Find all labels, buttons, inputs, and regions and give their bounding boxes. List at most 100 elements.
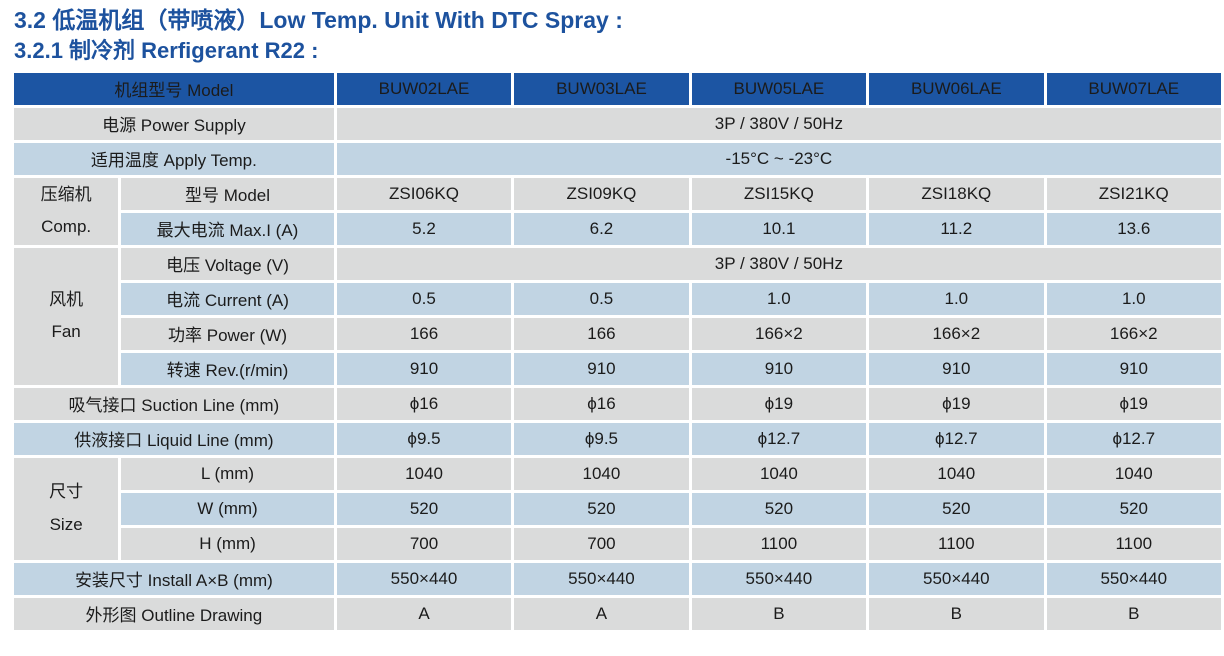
row-label: 电压 Voltage (V) — [121, 247, 334, 280]
data-cell: 550×440 — [1046, 562, 1221, 595]
data-cell: 6.2 — [514, 212, 689, 245]
section-title: 3.2 低温机组（带喷液）Low Temp. Unit With DTC Spr… — [14, 7, 623, 33]
header-model-column: BUW07LAE — [1046, 72, 1221, 105]
data-cell: A — [336, 597, 512, 630]
data-cell: 550×440 — [336, 562, 512, 595]
row-apply-temp: 适用温度 Apply Temp. -15°C ~ -23°C — [14, 142, 1221, 175]
row-power-supply: 电源 Power Supply 3P / 380V / 50Hz — [14, 107, 1221, 140]
group-label-cn: 压缩机 — [40, 184, 92, 204]
data-cell: 520 — [336, 492, 512, 525]
data-cell: 520 — [869, 492, 1044, 525]
header-model-column: BUW03LAE — [514, 72, 689, 105]
row-label: 最大电流 Max.I (A) — [121, 212, 334, 245]
data-cell: ϕ9.5 — [336, 422, 512, 455]
data-cell: ZSI09KQ — [514, 177, 689, 210]
data-cell: 1040 — [691, 457, 867, 490]
data-cell: 1100 — [691, 527, 867, 560]
data-cell: 166 — [514, 317, 689, 350]
row-size-h: H (mm) 700 700 1100 1100 1100 — [14, 527, 1221, 560]
row-label: 吸气接口 Suction Line (mm) — [14, 387, 334, 420]
header-model-label: 机组型号 Model — [14, 72, 334, 105]
data-cell: 166×2 — [1046, 317, 1221, 350]
row-suction-line: 吸气接口 Suction Line (mm) ϕ16 ϕ16 ϕ19 ϕ19 ϕ… — [14, 387, 1221, 420]
row-label: 外形图 Outline Drawing — [14, 597, 334, 630]
data-cell: A — [514, 597, 689, 630]
row-label: 转速 Rev.(r/min) — [121, 352, 334, 385]
subsection-title: 3.2.1 制冷剂 Rerfigerant R22 : — [14, 38, 319, 64]
table-header-row: 机组型号 Model BUW02LAE BUW03LAE BUW05LAE BU… — [14, 72, 1221, 105]
data-cell: 0.5 — [514, 282, 689, 315]
data-cell: 700 — [514, 527, 689, 560]
data-cell: ϕ19 — [1046, 387, 1221, 420]
data-cell: 700 — [336, 527, 512, 560]
row-label: H (mm) — [121, 527, 334, 560]
section-titles: 3.2 低温机组（带喷液）Low Temp. Unit With DTC Spr… — [0, 0, 1224, 66]
row-label: 供液接口 Liquid Line (mm) — [14, 422, 334, 455]
row-label: L (mm) — [121, 457, 334, 490]
data-cell: ϕ16 — [336, 387, 512, 420]
row-label: 适用温度 Apply Temp. — [14, 142, 334, 175]
data-cell: ZSI06KQ — [336, 177, 512, 210]
data-cell: B — [691, 597, 867, 630]
data-cell: 520 — [514, 492, 689, 525]
data-cell: 5.2 — [336, 212, 512, 245]
data-cell: ϕ12.7 — [691, 422, 867, 455]
data-cell: 910 — [514, 352, 689, 385]
data-cell: B — [869, 597, 1044, 630]
data-cell: 910 — [691, 352, 867, 385]
row-size-w: W (mm) 520 520 520 520 520 — [14, 492, 1221, 525]
data-cell: 1100 — [1046, 527, 1221, 560]
row-label: 型号 Model — [121, 177, 334, 210]
header-model-column: BUW02LAE — [336, 72, 512, 105]
data-cell: 550×440 — [691, 562, 867, 595]
row-label: 安装尺寸 Install A×B (mm) — [14, 562, 334, 595]
group-label-cn: 风机 — [49, 289, 84, 309]
row-label: W (mm) — [121, 492, 334, 525]
row-fan-current: 电流 Current (A) 0.5 0.5 1.0 1.0 1.0 — [14, 282, 1221, 315]
data-cell: 1100 — [869, 527, 1044, 560]
group-cell-size: 尺寸 Size — [14, 457, 119, 560]
data-cell: 1040 — [514, 457, 689, 490]
data-cell: 1040 — [336, 457, 512, 490]
data-cell: ZSI18KQ — [869, 177, 1044, 210]
header-model-column: BUW06LAE — [869, 72, 1044, 105]
data-cell: ϕ19 — [869, 387, 1044, 420]
row-fan-power: 功率 Power (W) 166 166 166×2 166×2 166×2 — [14, 317, 1221, 350]
row-label: 电源 Power Supply — [14, 107, 334, 140]
data-cell: 910 — [336, 352, 512, 385]
row-liquid-line: 供液接口 Liquid Line (mm) ϕ9.5 ϕ9.5 ϕ12.7 ϕ1… — [14, 422, 1221, 455]
data-cell: ϕ12.7 — [1046, 422, 1221, 455]
data-cell: ϕ16 — [514, 387, 689, 420]
data-cell: ϕ12.7 — [869, 422, 1044, 455]
data-cell: 910 — [869, 352, 1044, 385]
group-cell-fan: 风机 Fan — [14, 247, 119, 385]
data-cell: 520 — [691, 492, 867, 525]
data-cell: 1.0 — [691, 282, 867, 315]
data-cell: 166 — [336, 317, 512, 350]
data-cell: ϕ19 — [691, 387, 867, 420]
data-cell: 166×2 — [691, 317, 867, 350]
row-fan-rev: 转速 Rev.(r/min) 910 910 910 910 910 — [14, 352, 1221, 385]
row-compressor-max-current: 最大电流 Max.I (A) 5.2 6.2 10.1 11.2 13.6 — [14, 212, 1221, 245]
row-install: 安装尺寸 Install A×B (mm) 550×440 550×440 55… — [14, 562, 1221, 595]
data-cell: 166×2 — [869, 317, 1044, 350]
data-cell: 550×440 — [514, 562, 689, 595]
group-label-en: Fan — [51, 322, 81, 342]
group-label-en: Size — [49, 514, 83, 534]
row-outline: 外形图 Outline Drawing A A B B B — [14, 597, 1221, 630]
data-cell: ZSI21KQ — [1046, 177, 1221, 210]
data-cell: 11.2 — [869, 212, 1044, 245]
row-size-l: 尺寸 Size L (mm) 1040 1040 1040 1040 1040 — [14, 457, 1221, 560]
data-cell: B — [1046, 597, 1221, 630]
data-cell: 0.5 — [336, 282, 512, 315]
data-cell: 1.0 — [1046, 282, 1221, 315]
apply-temp-value: -15°C ~ -23°C — [336, 142, 1221, 175]
fan-voltage-value: 3P / 380V / 50Hz — [336, 247, 1221, 280]
data-cell: ϕ9.5 — [514, 422, 689, 455]
data-cell: 1.0 — [869, 282, 1044, 315]
data-cell: 1040 — [1046, 457, 1221, 490]
data-cell: 550×440 — [869, 562, 1044, 595]
data-cell: 520 — [1046, 492, 1221, 525]
data-cell: 1040 — [869, 457, 1044, 490]
